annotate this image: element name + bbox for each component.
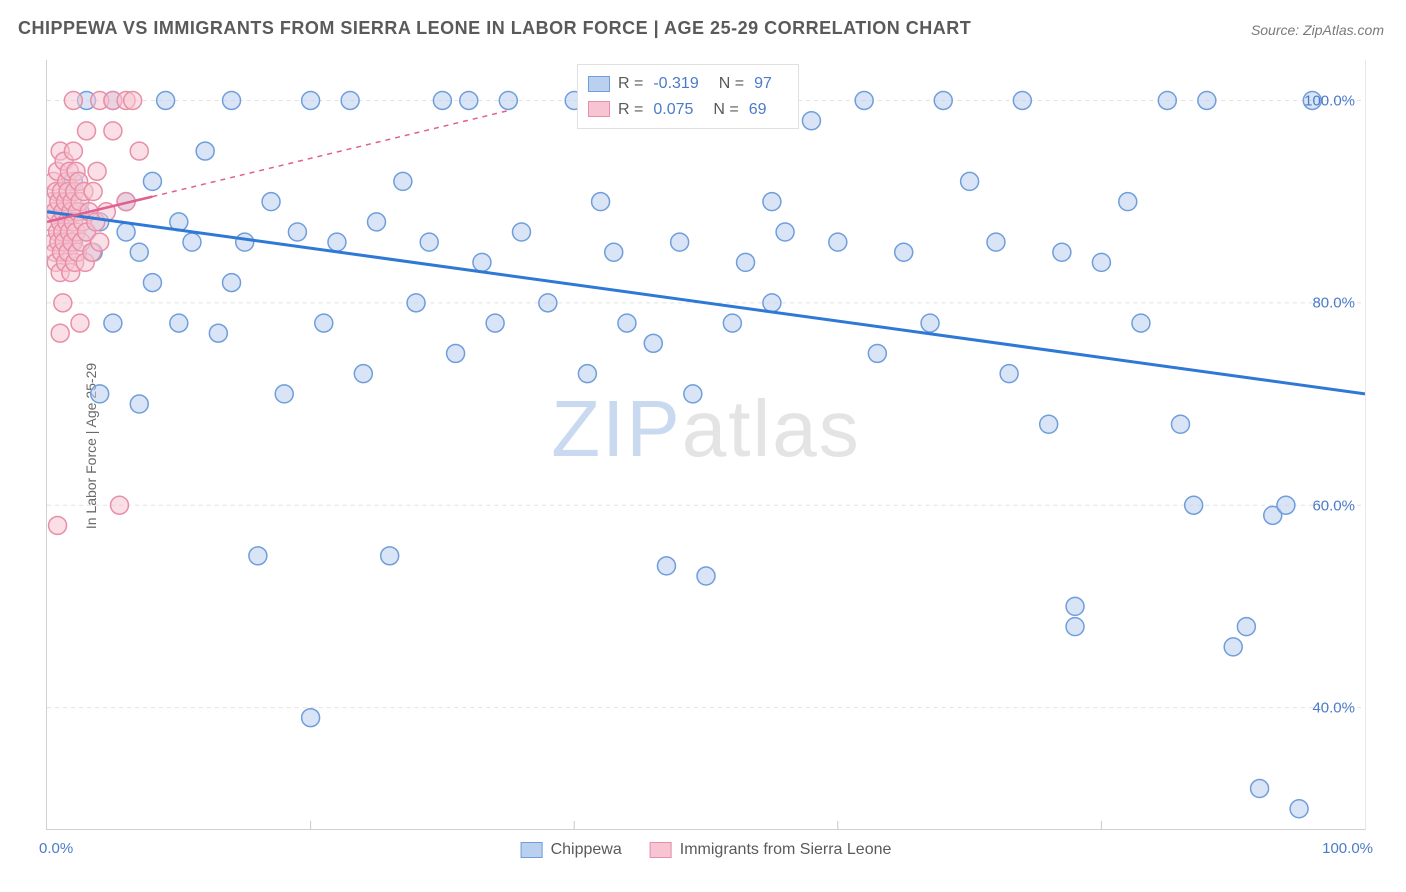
series-legend: Chippewa Immigrants from Sierra Leone <box>521 841 892 859</box>
legend-swatch <box>588 76 610 92</box>
x-tick-max: 100.0% <box>1322 840 1373 857</box>
r-value: -0.319 <box>653 71 698 97</box>
y-tick-label: 80.0% <box>1312 295 1355 312</box>
y-tick-label: 40.0% <box>1312 700 1355 717</box>
legend-item: Immigrants from Sierra Leone <box>650 841 892 859</box>
n-label: N = <box>713 97 738 123</box>
stats-legend: R =-0.319N =97R =0.075N =69 <box>577 64 799 129</box>
plot-area: ZIPatlas R =-0.319N =97R =0.075N =69 40.… <box>46 60 1366 830</box>
legend-swatch <box>650 842 672 858</box>
n-value: 97 <box>754 71 772 97</box>
legend-swatch <box>588 101 610 117</box>
y-tick-label: 100.0% <box>1304 92 1355 109</box>
stats-legend-row: R = 0.075 N = 69 <box>588 97 784 123</box>
n-label: N = <box>719 71 744 97</box>
r-label: R = <box>618 97 643 123</box>
n-value: 69 <box>749 97 767 123</box>
y-tick-label: 60.0% <box>1312 497 1355 514</box>
scatter-svg <box>47 60 1365 829</box>
legend-item: Chippewa <box>521 841 622 859</box>
r-label: R = <box>618 71 643 97</box>
legend-label: Chippewa <box>551 841 622 859</box>
chart-title: CHIPPEWA VS IMMIGRANTS FROM SIERRA LEONE… <box>18 18 971 39</box>
source-attribution: Source: ZipAtlas.com <box>1251 22 1384 38</box>
stats-legend-row: R = -0.319 N = 97 <box>588 71 784 97</box>
x-tick-min: 0.0% <box>39 840 73 857</box>
r-value: 0.075 <box>653 97 693 123</box>
legend-label: Immigrants from Sierra Leone <box>680 841 892 859</box>
legend-swatch <box>521 842 543 858</box>
